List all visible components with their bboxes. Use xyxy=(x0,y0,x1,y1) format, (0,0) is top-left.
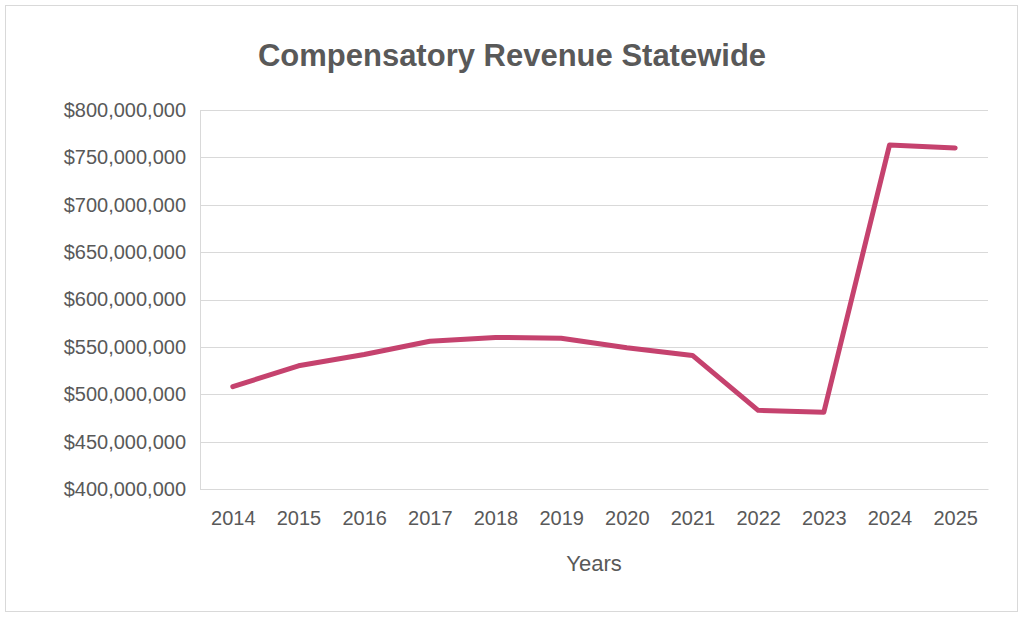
x-tick: 2021 xyxy=(671,489,716,529)
y-tick: $450,000,000 xyxy=(64,431,200,453)
x-tick-label: 2022 xyxy=(736,507,781,529)
x-tick-label: 2023 xyxy=(802,507,847,529)
y-tick: $400,000,000 xyxy=(64,478,200,500)
y-tick-label: $750,000,000 xyxy=(64,146,186,168)
chart: $400,000,000 $450,000,000 $500,000,000 $550… xyxy=(0,0,1024,620)
x-tick: 2014 xyxy=(211,489,256,529)
x-tick: 2016 xyxy=(342,489,387,529)
y-tick-label: $500,000,000 xyxy=(64,383,186,405)
grid-line xyxy=(200,394,988,395)
x-tick-label: 2017 xyxy=(408,507,453,529)
y-tick: $750,000,000 xyxy=(64,146,200,168)
chart-frame xyxy=(6,6,1018,612)
plot: $400,000,000 $450,000,000 $500,000,000 $550… xyxy=(64,99,989,529)
x-tick-label: 2019 xyxy=(539,507,584,529)
y-tick: $550,000,000 xyxy=(64,336,200,358)
x-axis-title: Years xyxy=(566,551,621,576)
grid-line xyxy=(200,205,988,206)
y-tick-label: $650,000,000 xyxy=(64,241,186,263)
grid-line xyxy=(200,442,988,443)
x-tick-label: 2020 xyxy=(605,507,650,529)
title: Compensatory Revenue Statewide xyxy=(258,38,766,73)
x-tick-label: 2025 xyxy=(933,507,978,529)
grid-line xyxy=(200,489,988,490)
x-tick-label: 2014 xyxy=(211,507,256,529)
y-tick: $600,000,000 xyxy=(64,288,200,310)
x-tick-label: 2018 xyxy=(474,507,519,529)
y-tick: $700,000,000 xyxy=(64,194,200,216)
x-tick-label: 2015 xyxy=(277,507,322,529)
grid-line xyxy=(200,300,988,301)
grid xyxy=(200,111,988,490)
grid-line xyxy=(200,110,988,111)
y-tick-label: $400,000,000 xyxy=(64,478,186,500)
x-tick: 2020 xyxy=(605,489,650,529)
x-tick-label: 2024 xyxy=(868,507,913,529)
x-axis-line xyxy=(201,489,989,490)
x-tick: 2024 xyxy=(868,489,913,529)
x-tick: 2017 xyxy=(408,489,453,529)
x-tick-label: 2021 xyxy=(671,507,716,529)
x-tick: 2025 xyxy=(933,489,978,529)
grid-line xyxy=(200,252,988,253)
y-tick: $800,000,000 xyxy=(64,99,200,121)
x-tick: 2019 xyxy=(539,489,584,529)
y-tick-label: $600,000,000 xyxy=(64,288,186,310)
x-tick: 2022 xyxy=(736,489,781,529)
y-axis-line xyxy=(200,111,201,490)
x-tick: 2015 xyxy=(277,489,322,529)
grid-line xyxy=(200,347,988,348)
y-tick-label: $550,000,000 xyxy=(64,336,186,358)
y-axis: $400,000,000 $450,000,000 $500,000,000 $550… xyxy=(64,99,201,500)
y-tick-label: $700,000,000 xyxy=(64,194,186,216)
y-tick-label: $800,000,000 xyxy=(64,99,186,121)
y-tick: $650,000,000 xyxy=(64,241,200,263)
x-tick: 2023 xyxy=(802,489,847,529)
series xyxy=(233,145,955,412)
grid-line xyxy=(200,157,988,158)
line xyxy=(233,145,955,412)
x-axis: 2014 2015 2016 2017 2018 2019 2020 2021 2022 2023… xyxy=(201,489,989,529)
y-tick-label: $450,000,000 xyxy=(64,431,186,453)
y-tick: $500,000,000 xyxy=(64,383,200,405)
x-tick: 2018 xyxy=(474,489,519,529)
x-tick-label: 2016 xyxy=(342,507,387,529)
